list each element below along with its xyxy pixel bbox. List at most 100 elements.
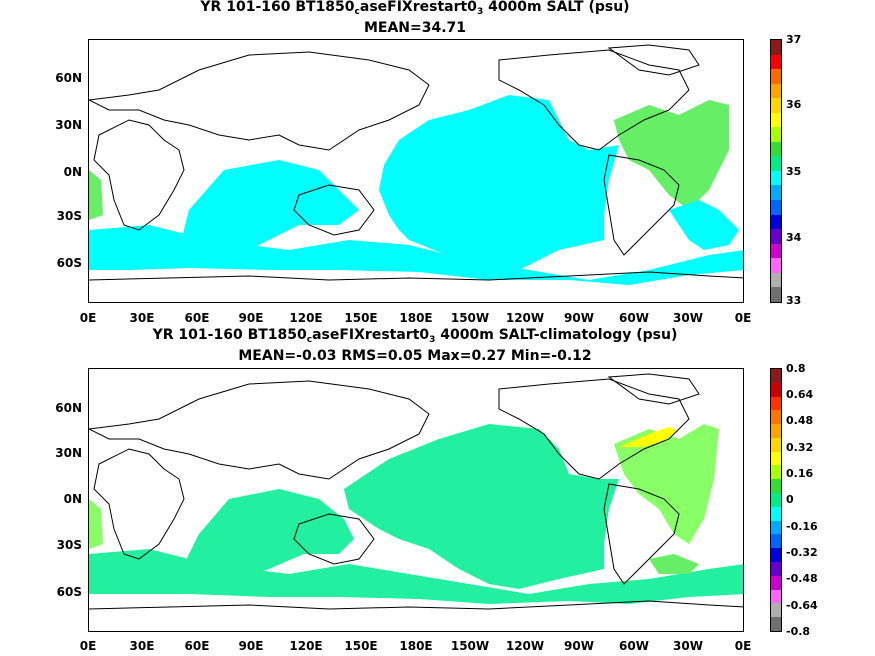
field-cyan-atlantic	[669, 200, 739, 250]
field-cyan-indian	[179, 160, 359, 265]
p2-xlabel: 0E	[79, 639, 97, 653]
colorbar-swatch	[771, 141, 781, 157]
p2-cb-label: 0.8	[786, 362, 806, 375]
colorbar-swatch	[771, 258, 781, 273]
coast-north-america	[498, 378, 690, 480]
p1-cb-label: 36	[786, 98, 802, 111]
p1-cb-label: 34	[786, 231, 802, 244]
colorbar-swatch	[771, 127, 781, 142]
panel2-title-text-post: 4000m SALT-climatology (psu)	[435, 327, 678, 343]
p1-xlabel: 150W	[450, 311, 490, 325]
anom-aqua-pacific	[344, 424, 619, 589]
colorbar-swatch	[771, 112, 781, 128]
panel1-title-text-mid: aseFIXrestart0	[359, 0, 477, 15]
p2-xlabel: 150W	[450, 639, 490, 653]
p2-cb-label: 0.48	[786, 414, 814, 427]
p2-ylabel-30s: 30S	[56, 538, 82, 552]
panel1-map	[88, 39, 744, 303]
p2-xlabel: 0E	[734, 639, 752, 653]
p1-xlabel: 120E	[289, 311, 323, 325]
colorbar-swatch	[771, 369, 781, 383]
p2-xlabel: 120W	[505, 639, 545, 653]
p1-ylabel-60s: 60S	[56, 256, 82, 270]
colorbar-swatch	[771, 534, 781, 549]
p1-xlabel: 180E	[399, 311, 433, 325]
colorbar-swatch	[771, 410, 781, 425]
coast-north-america	[498, 49, 690, 151]
p1-xlabel: 60E	[184, 311, 210, 325]
coast-antarctica	[89, 271, 743, 281]
panel2-map	[88, 368, 744, 632]
colorbar-swatch	[771, 382, 781, 397]
p2-xlabel: 60W	[619, 639, 649, 653]
p1-xlabel: 60W	[619, 311, 649, 325]
p1-cb-label: 35	[786, 165, 802, 178]
panel2-title-text: YR 101-160 BT1850	[152, 327, 307, 343]
p1-xlabel: 120W	[505, 311, 545, 325]
panel1-title-text: YR 101-160 BT1850	[200, 0, 355, 15]
colorbar-swatch	[771, 396, 781, 411]
coast-eurasia	[89, 51, 430, 151]
p2-xlabel: 180E	[399, 639, 433, 653]
p1-xlabel: 0E	[734, 311, 752, 325]
p2-cb-label: -0.64	[786, 599, 818, 612]
anom-green-southatlantic	[649, 554, 699, 574]
anom-aqua-indian	[184, 489, 354, 584]
colorbar-swatch	[771, 506, 781, 521]
colorbar-swatch	[771, 69, 781, 84]
panel1-subtitle: MEAN=34.71	[363, 20, 467, 36]
panel1-title-subscript-2: 3	[476, 7, 484, 17]
panel2-colorbar	[770, 368, 782, 632]
colorbar-swatch	[771, 465, 781, 480]
p2-xlabel: 60E	[184, 639, 210, 653]
colorbar-swatch	[771, 272, 781, 288]
p1-xlabel: 90W	[564, 311, 594, 325]
coast-australia	[293, 513, 375, 565]
p1-xlabel: 30W	[673, 311, 703, 325]
anom-aqua-southern	[89, 549, 743, 604]
p2-cb-label: -0.48	[786, 572, 818, 585]
p2-ylabel-60s: 60S	[56, 585, 82, 599]
panel2-anomaly-field	[89, 424, 743, 604]
colorbar-swatch	[771, 214, 781, 230]
panel2-title-text-mid: aseFIXrestart0	[312, 327, 430, 343]
coast-africa	[93, 119, 185, 231]
field-cyan-pacific	[379, 95, 619, 275]
panel1-title-text-post: 4000m SALT (psu)	[483, 0, 630, 15]
panel2-map-svg	[89, 373, 743, 610]
panel2-title-subscript: c	[306, 335, 313, 345]
p2-cb-label: 0.32	[786, 441, 814, 454]
p2-cb-label: 0.16	[786, 467, 814, 480]
colorbar-swatch	[771, 54, 781, 70]
p2-ylabel-0n: 0N	[63, 492, 82, 506]
colorbar-swatch	[771, 479, 781, 494]
colorbar-swatch	[771, 451, 781, 466]
p2-xlabel: 120E	[289, 639, 323, 653]
colorbar-swatch	[771, 437, 781, 452]
colorbar-swatch	[771, 287, 781, 302]
colorbar-swatch	[771, 603, 781, 618]
p1-cb-label: 37	[786, 33, 802, 46]
panel1-salinity-field	[89, 95, 743, 285]
colorbar-swatch	[771, 561, 781, 576]
field-cyan-southern	[89, 225, 743, 285]
p2-cb-label: -0.16	[786, 520, 818, 533]
colorbar-swatch	[771, 243, 781, 259]
colorbar-swatch	[771, 229, 781, 244]
colorbar-swatch	[771, 200, 781, 215]
colorbar-swatch	[771, 493, 781, 507]
p1-xlabel: 150E	[344, 311, 378, 325]
p2-cb-label: 0.64	[786, 388, 814, 401]
panel2-subtitle: MEAN=-0.03 RMS=0.05 Max=0.27 Min=-0.12	[238, 348, 592, 364]
field-green-north-atlantic	[614, 100, 729, 210]
p1-ylabel-30s: 30S	[56, 209, 82, 223]
colorbar-swatch	[771, 589, 781, 604]
p2-xlabel: 30W	[673, 639, 703, 653]
colorbar-swatch	[771, 617, 781, 631]
p2-cb-label: -0.8	[786, 625, 811, 638]
panel1-colorbar	[770, 39, 782, 303]
panel1-map-svg	[89, 44, 743, 285]
anom-yellow-gulfstream	[619, 427, 679, 447]
colorbar-swatch	[771, 575, 781, 590]
p1-xlabel: 30E	[129, 311, 155, 325]
